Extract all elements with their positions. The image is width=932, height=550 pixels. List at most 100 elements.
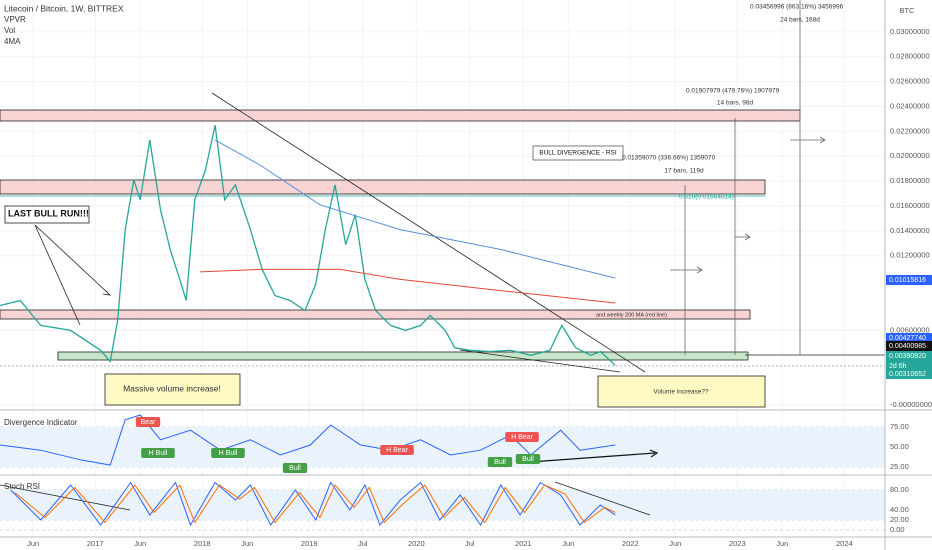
callout-box bbox=[532, 145, 624, 161]
pane-title: Stoch RSI bbox=[4, 482, 40, 491]
x-tick-label: 2023 bbox=[729, 539, 746, 548]
y-tick-label: 20.00 bbox=[890, 515, 909, 524]
signal-pill bbox=[135, 417, 161, 427]
y-tick-label: 0.02800000 bbox=[890, 52, 930, 61]
resistance-zone bbox=[0, 179, 766, 195]
trend-line bbox=[554, 481, 651, 516]
legend-item: VPVR bbox=[4, 15, 26, 24]
chart-title: Litecoin / Bitcoin, 1W, BITTREX bbox=[4, 3, 124, 13]
price-label-box bbox=[886, 361, 932, 371]
signal-pill bbox=[282, 463, 308, 473]
y-tick-label: 0.01200000 bbox=[890, 251, 930, 260]
x-tick-label: Jun bbox=[134, 539, 146, 548]
divergence-arrow bbox=[649, 449, 659, 458]
signal-pill bbox=[505, 432, 539, 442]
annotation: BULL DIVERGENCE - RSI bbox=[539, 150, 617, 157]
x-tick-label: 2017 bbox=[87, 539, 104, 548]
divergence-arrow bbox=[529, 452, 656, 463]
x-tick-label: 2018 bbox=[194, 539, 211, 548]
y-tick-label: 40.00 bbox=[890, 505, 909, 514]
callout-box bbox=[597, 375, 766, 408]
pane-title: Divergence Indicator bbox=[4, 418, 78, 427]
x-tick-label: Jun bbox=[776, 539, 788, 548]
x-tick-label: Jun bbox=[669, 539, 681, 548]
callout-box bbox=[104, 373, 241, 406]
x-tick-label: Jul bbox=[465, 539, 475, 548]
signal-label: Bull bbox=[289, 465, 301, 472]
signal-pill bbox=[515, 454, 541, 464]
annotation: 0.01359070 (336.66%) 1359070 bbox=[622, 155, 716, 162]
y-tick-label: 0.00600000 bbox=[890, 325, 930, 334]
series-line bbox=[0, 125, 616, 366]
y-tick-label: 50.00 bbox=[890, 442, 909, 451]
x-tick-label: Jul bbox=[358, 539, 368, 548]
x-tick-label: 2024 bbox=[836, 539, 853, 548]
price-label: 0.00427740 bbox=[889, 335, 926, 342]
x-tick-label: 2020 bbox=[408, 539, 425, 548]
y-tick-label: 0.00 bbox=[890, 525, 905, 534]
annotation: Volume increase?? bbox=[653, 389, 709, 396]
signal-label: Bear bbox=[141, 419, 156, 426]
annotation: Massive volume increase! bbox=[123, 383, 221, 393]
y-tick-label: 0.01600000 bbox=[890, 201, 930, 210]
signal-label: Bull bbox=[522, 456, 534, 463]
signal-label: H Bear bbox=[511, 434, 533, 441]
signal-pill bbox=[487, 457, 513, 467]
annotation: 0.618(0.01664614) bbox=[679, 194, 734, 201]
x-tick-label: 2021 bbox=[515, 539, 532, 548]
series-line bbox=[214, 139, 616, 279]
price-label-box bbox=[886, 351, 932, 361]
price-label: 0.00400985 bbox=[889, 343, 926, 350]
y-tick-label: 0.02600000 bbox=[890, 77, 930, 86]
currency-label: BTC bbox=[900, 6, 916, 15]
annotation: 14 bars, 98d bbox=[717, 100, 754, 107]
indicator-band bbox=[0, 427, 885, 467]
annotation: 0.03456996 (863.16%) 3456996 bbox=[750, 4, 844, 11]
annotation: 0.01907979 (479.76%) 1907979 bbox=[686, 88, 780, 95]
signal-pill bbox=[211, 448, 245, 458]
x-tick-label: Jun bbox=[241, 539, 253, 548]
arrow bbox=[670, 136, 826, 274]
price-label-box bbox=[886, 275, 932, 285]
annotation: and weekly 200 MA (red line) bbox=[596, 312, 667, 318]
y-tick-label: 75.00 bbox=[890, 422, 909, 431]
y-tick-label: 0.02400000 bbox=[890, 101, 930, 110]
y-tick-label: 80.00 bbox=[890, 485, 909, 494]
y-tick-label: 0.02000000 bbox=[890, 151, 930, 160]
signal-label: H Bear bbox=[386, 447, 408, 454]
price-label: 0.00390820 bbox=[889, 353, 926, 360]
trend-line bbox=[211, 92, 646, 373]
price-label: 2d 6h bbox=[889, 363, 907, 370]
support-zone bbox=[57, 351, 749, 361]
price-label-box bbox=[886, 333, 932, 343]
y-tick-label: 0.01800000 bbox=[890, 176, 930, 185]
y-tick-label: 25.00 bbox=[890, 462, 909, 471]
callout-box bbox=[4, 205, 90, 224]
legend-item: 4MA bbox=[4, 37, 21, 46]
price-label-box bbox=[886, 341, 932, 351]
signal-label: H Bull bbox=[149, 450, 168, 457]
x-tick-label: Jun bbox=[27, 539, 39, 548]
y-tick-label: -0.00000000 bbox=[890, 400, 932, 409]
trend-line bbox=[459, 349, 621, 373]
series-line bbox=[10, 481, 616, 527]
price-label: 0.00310652 bbox=[889, 371, 926, 378]
signal-pill bbox=[380, 445, 414, 455]
signal-pill bbox=[141, 448, 175, 458]
signal-label: Bull bbox=[494, 459, 506, 466]
arrow bbox=[34, 224, 112, 326]
y-tick-label: 0.02200000 bbox=[890, 126, 930, 135]
series-line bbox=[14, 484, 616, 524]
y-tick-label: 0.03000000 bbox=[890, 27, 930, 36]
x-tick-label: Jun bbox=[562, 539, 574, 548]
legend-item: Vol bbox=[4, 26, 15, 35]
signal-label: H Bull bbox=[219, 450, 238, 457]
x-tick-label: 2022 bbox=[622, 539, 639, 548]
price-label-box bbox=[886, 369, 932, 379]
annotation: 24 bars, 168d bbox=[780, 17, 820, 24]
y-tick-label: 0.01400000 bbox=[890, 226, 930, 235]
annotation: 17 bars, 119d bbox=[664, 168, 704, 175]
